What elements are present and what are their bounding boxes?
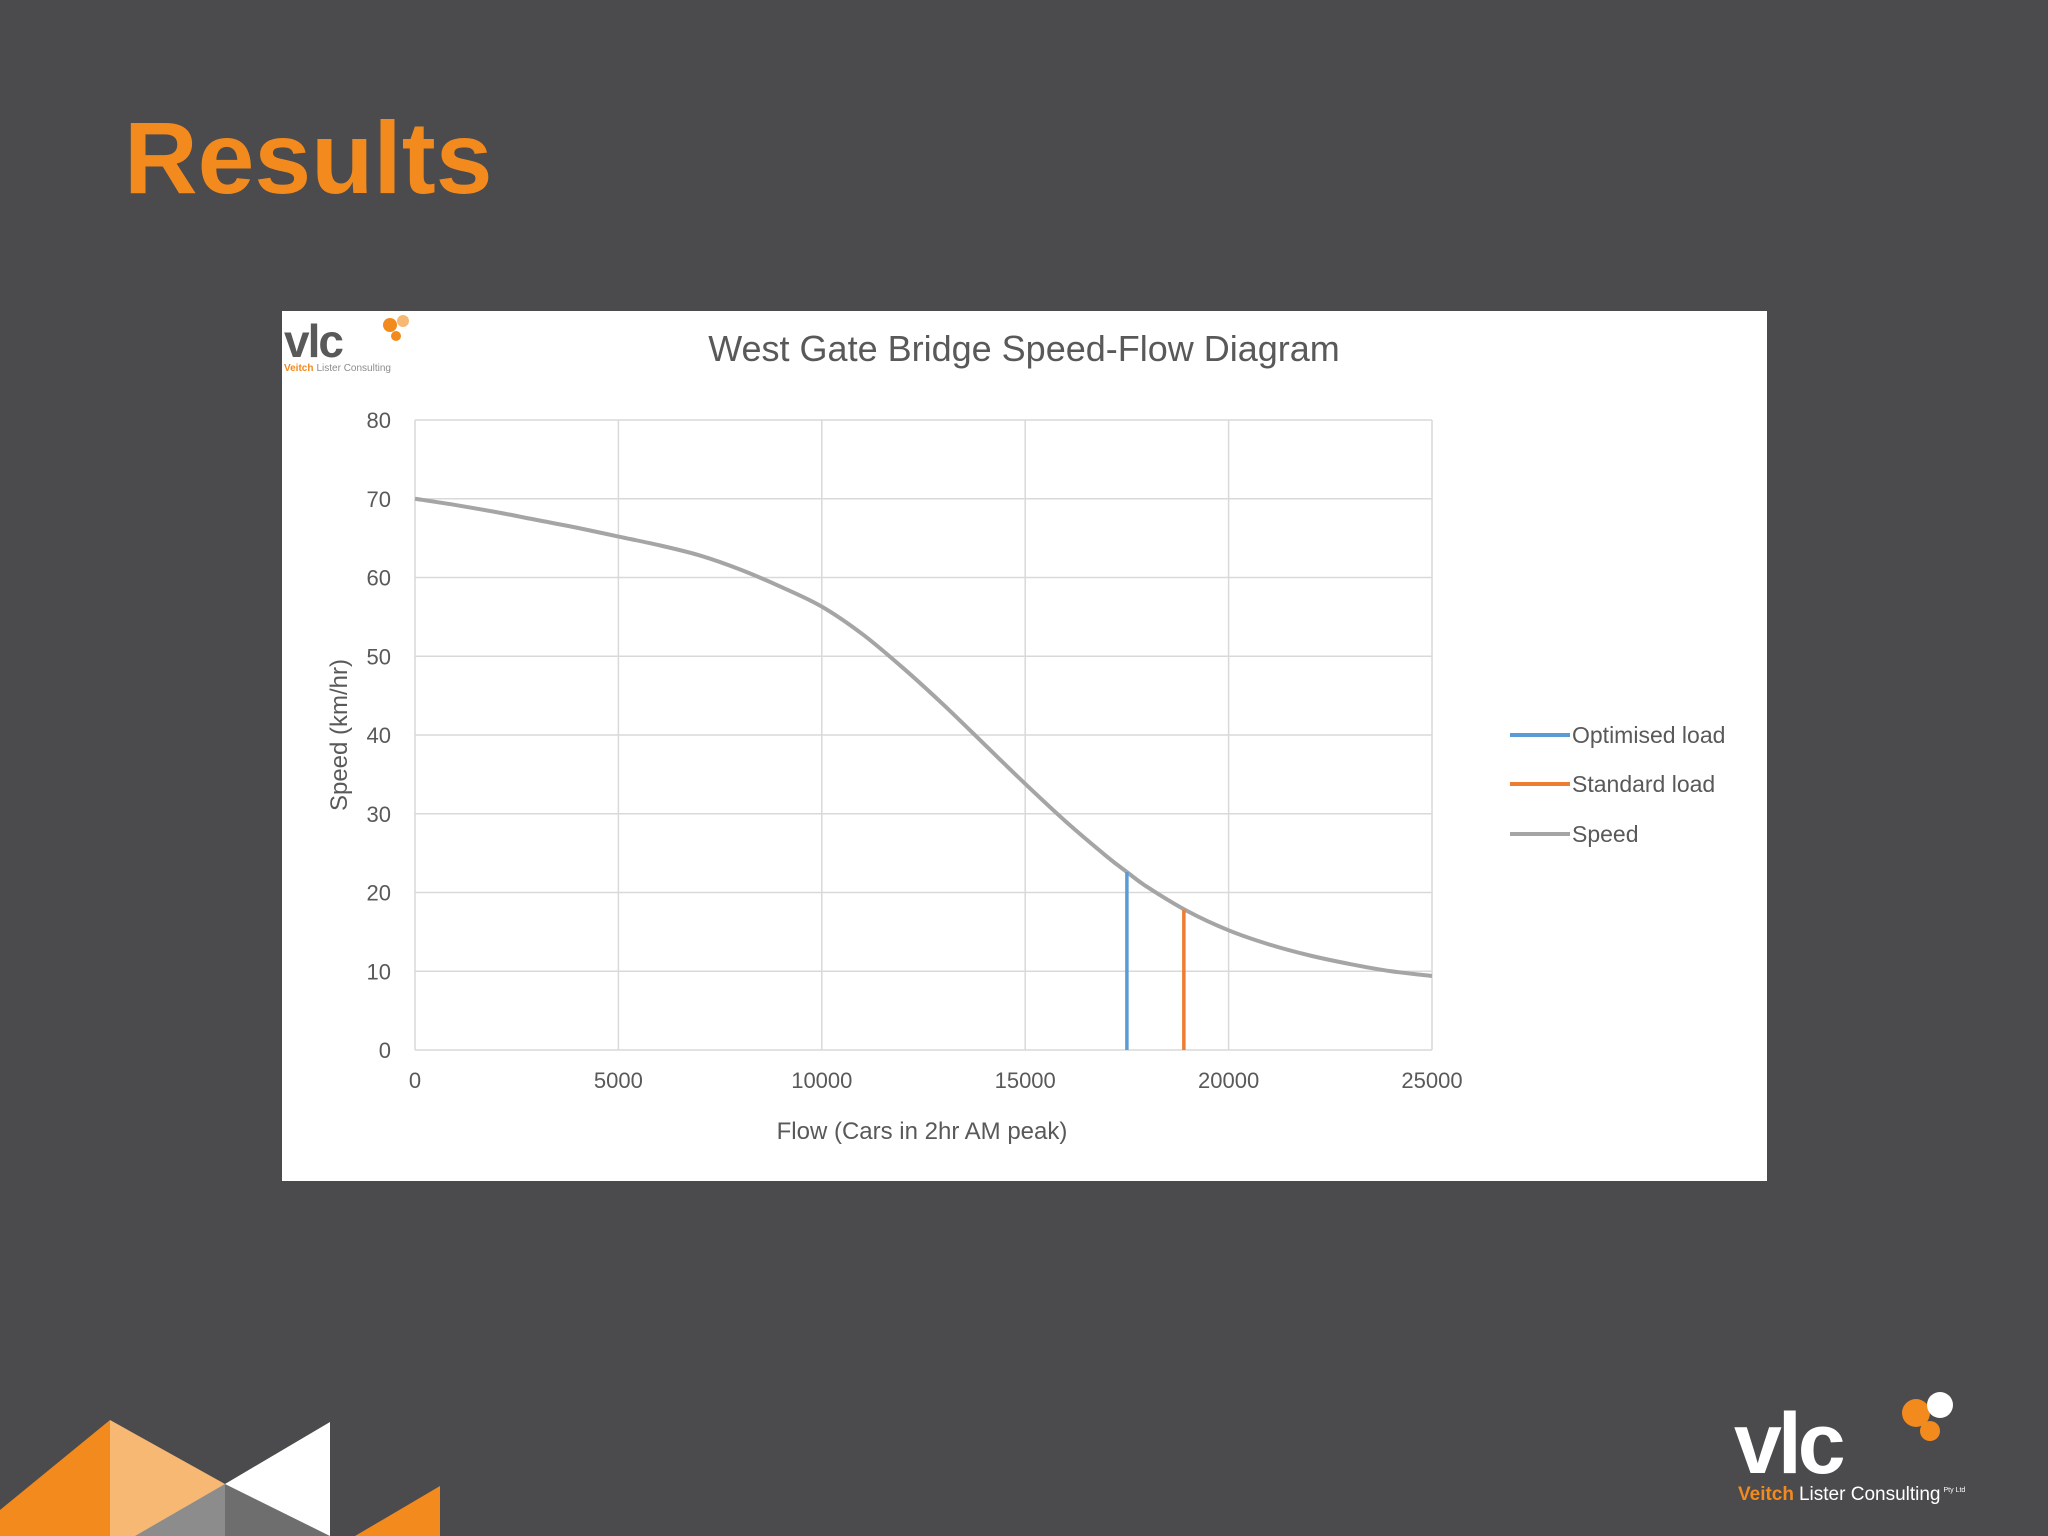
footer-logo-rest: Lister Consulting xyxy=(1799,1484,1941,1505)
footer-logo-suffix: Pty Ltd xyxy=(1944,1487,1966,1494)
chart-grid xyxy=(414,419,1433,1051)
y-tick-label: 20 xyxy=(367,881,391,906)
x-tick-label: 20000 xyxy=(1198,1068,1259,1093)
chart-panel: West Gate Bridge Speed-Flow Diagram 0 10 2… xyxy=(282,311,1767,1181)
legend-label: Optimised load xyxy=(1572,722,1725,748)
legend-label: Standard load xyxy=(1572,771,1715,797)
x-axis-label: Flow (Cars in 2hr AM peak) xyxy=(777,1118,1068,1145)
series-line-speed xyxy=(414,496,1433,978)
y-tick-label: 80 xyxy=(367,408,391,433)
chart-legend: Optimised load Standard load Speed xyxy=(1510,722,1725,847)
y-tick-label: 50 xyxy=(367,644,391,669)
slide-title: Results xyxy=(124,101,493,215)
footer-logo-firstname: Veitch xyxy=(1738,1484,1794,1505)
y-tick-label: 40 xyxy=(367,723,391,748)
y-tick-label: 70 xyxy=(367,487,391,512)
chart-logo-firstname: Veitch xyxy=(284,363,313,373)
x-tick-label: 25000 xyxy=(1401,1068,1462,1093)
y-tick-label: 30 xyxy=(367,802,391,827)
chart-logo-rest: Lister Consulting xyxy=(316,363,390,373)
y-tick-label: 60 xyxy=(367,566,391,591)
x-tick-label: 15000 xyxy=(995,1068,1056,1093)
chart-logo-mark: vlc xyxy=(284,315,343,367)
chart-tick-labels: 0 10 20 30 40 50 60 70 80 0 5000 10000 15000 20000 250… xyxy=(367,408,1463,1093)
x-tick-label: 0 xyxy=(409,1068,421,1093)
y-axis-label: Speed (km/hr) xyxy=(326,659,353,811)
speed-flow-chart: West Gate Bridge Speed-Flow Diagram 0 10 2… xyxy=(326,328,1725,1145)
legend-label: Speed xyxy=(1572,821,1639,847)
y-tick-label: 0 xyxy=(379,1038,391,1063)
x-tick-label: 5000 xyxy=(594,1068,643,1093)
footer-logo: vlc Veitch Lister Consulting Pty Ltd xyxy=(1734,1392,1965,1505)
chart-logo: vlc Veitch Lister Consulting xyxy=(284,315,409,373)
chart-title: West Gate Bridge Speed-Flow Diagram xyxy=(708,328,1340,369)
footer-logo-mark: vlc xyxy=(1734,1396,1844,1492)
chart-series xyxy=(414,496,1433,1050)
y-tick-label: 10 xyxy=(367,959,391,984)
x-tick-label: 10000 xyxy=(791,1068,852,1093)
